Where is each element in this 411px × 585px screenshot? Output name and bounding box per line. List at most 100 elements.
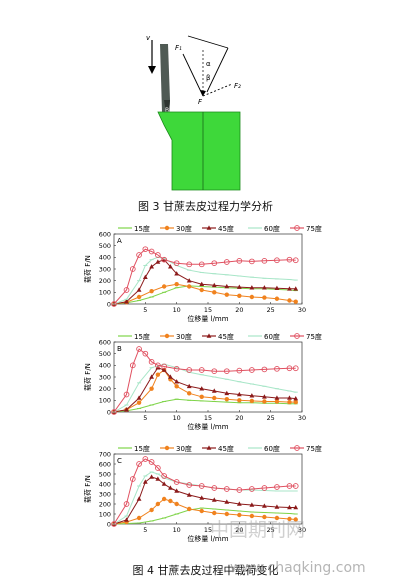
legend-label-2: 45度: [218, 444, 234, 453]
data-point: [136, 496, 142, 501]
data-point: [249, 513, 255, 519]
x-tick-label: 5: [143, 414, 147, 422]
series-line-0: [113, 398, 296, 413]
force-line-top: [187, 35, 229, 49]
data-point: [124, 407, 129, 412]
data-point: [155, 372, 161, 377]
data-point: [262, 503, 267, 508]
data-point: [237, 398, 242, 403]
data-point: [249, 258, 255, 265]
x-axis-label: 位移量 l/mm: [187, 314, 228, 323]
data-point: [236, 257, 243, 264]
legend-label-4: 75度: [306, 224, 322, 233]
data-point: [262, 514, 267, 520]
series-line-2: [113, 367, 296, 413]
label-F2: F₂: [234, 82, 241, 90]
data-point: [149, 474, 154, 479]
legend-label-0: 15度: [134, 332, 150, 341]
data-point: [249, 285, 255, 290]
data-point: [174, 379, 180, 384]
label-v: v: [146, 34, 151, 42]
x-tick-label: 15: [204, 414, 212, 422]
data-point: [211, 485, 218, 491]
data-point: [142, 350, 149, 357]
x-tick-label: 20: [235, 414, 243, 422]
data-point: [142, 246, 149, 253]
data-point: [249, 393, 255, 398]
legend-marker-1: [164, 225, 170, 231]
y-tick-label: 300: [99, 265, 111, 273]
plot-frame: [113, 453, 303, 525]
data-point: [274, 395, 280, 400]
data-point: [168, 374, 173, 379]
data-point: [174, 281, 179, 287]
velocity-arrowhead: [148, 66, 156, 74]
data-point: [142, 479, 148, 484]
label-alpha: α: [206, 60, 211, 68]
y-tick-label: 0: [107, 300, 111, 308]
x-tick-label: 10: [173, 526, 181, 534]
data-point: [155, 252, 161, 258]
series-line-0: [113, 285, 296, 305]
data-point: [274, 515, 280, 521]
data-point: [236, 487, 243, 493]
data-point: [161, 496, 167, 502]
y-axis-label: 载荷 F/N: [83, 255, 92, 283]
force-line-right: [206, 47, 229, 93]
x-axis-label: 位移量 l/mm: [187, 534, 228, 543]
data-point: [199, 281, 205, 286]
data-point: [212, 510, 217, 516]
legend-marker-4: [294, 225, 300, 231]
y-tick-label: 100: [99, 397, 111, 405]
data-point: [199, 287, 204, 293]
x-tick-label: 30: [298, 306, 306, 314]
y-tick-label: 0: [107, 520, 111, 528]
data-point: [155, 362, 161, 369]
data-point: [161, 367, 167, 372]
data-point: [236, 284, 242, 289]
x-axis-label: 位移量 l/mm: [187, 422, 228, 431]
data-point: [186, 367, 193, 373]
legend-label-3: 60度: [264, 332, 280, 341]
data-point: [224, 292, 229, 297]
data-point: [287, 286, 292, 291]
y-tick-label: 200: [99, 500, 111, 508]
data-point: [237, 512, 242, 518]
data-point: [148, 358, 155, 365]
data-point: [136, 294, 142, 300]
data-point: [293, 399, 298, 405]
x-tick-label: 25: [267, 306, 275, 314]
data-point: [199, 508, 204, 514]
series-line-1: [113, 283, 296, 305]
legend-label-0: 15度: [134, 224, 150, 233]
data-point: [136, 346, 142, 352]
y-tick-label: 500: [99, 242, 111, 250]
legend-label-3: 60度: [264, 224, 280, 233]
y-tick-label: 600: [99, 338, 111, 346]
legend-label-1: 30度: [176, 444, 192, 453]
data-point: [286, 483, 293, 489]
data-point: [261, 485, 268, 491]
data-point: [223, 368, 230, 375]
panel-letter: B: [117, 345, 122, 353]
data-point: [224, 499, 230, 504]
data-point: [173, 365, 180, 372]
data-point: [142, 456, 149, 462]
data-point: [211, 260, 218, 267]
data-point: [274, 504, 280, 509]
force-line-f2: [202, 83, 233, 97]
legend-marker-4: [294, 445, 300, 451]
data-point: [198, 483, 205, 489]
data-point: [274, 484, 280, 490]
series-line-4: [113, 248, 296, 305]
y-tick-label: 100: [99, 510, 111, 518]
data-point: [293, 299, 298, 304]
x-tick-label: 10: [173, 306, 181, 314]
x-tick-label: 25: [267, 526, 275, 534]
data-point: [287, 516, 292, 522]
data-point: [211, 388, 217, 393]
data-point: [223, 486, 230, 492]
x-tick-label: 25: [267, 414, 275, 422]
data-point: [129, 266, 136, 272]
x-tick-label: 15: [204, 306, 212, 314]
